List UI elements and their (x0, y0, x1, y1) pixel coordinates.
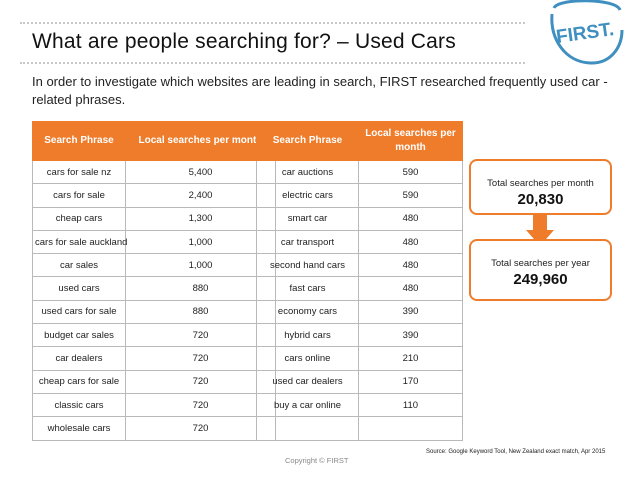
phrase-cell: classic cars (32, 392, 126, 418)
down-arrow-icon (526, 214, 554, 246)
count-cell: 480 (358, 229, 463, 255)
total-month-value: 20,830 (517, 191, 564, 208)
table-row: car auctions 590 (256, 159, 463, 185)
top-dotted-rule (20, 22, 525, 24)
table-row: car transport 480 (256, 229, 463, 255)
phrase-cell: cheap cars for sale (32, 369, 126, 394)
count-cell: 880 (125, 276, 276, 301)
phrase-cell: second hand cars (256, 253, 359, 278)
count-cell: 480 (358, 206, 463, 231)
count-cell: 480 (358, 253, 463, 278)
phrase-cell: economy cars (256, 299, 359, 325)
phrase-cell: buy a car online (256, 392, 359, 418)
count-cell: 390 (358, 323, 463, 348)
table-row (256, 416, 463, 441)
table-row: used car dealers 170 (256, 369, 463, 394)
count-cell: 720 (125, 416, 276, 441)
table-row: wholesale cars 720 (32, 416, 276, 441)
first-logo: FIRST. (550, 0, 624, 65)
header-local-searches: Local searches per month (125, 121, 276, 161)
table-row: cars for sale auckland 1,000 (32, 229, 276, 255)
logo-text: FIRST. (555, 19, 615, 48)
total-year-value: 249,960 (513, 271, 568, 288)
phrase-cell: car transport (256, 229, 359, 255)
count-cell: 720 (125, 346, 276, 371)
count-cell: 1,000 (125, 229, 276, 255)
count-cell: 590 (358, 183, 463, 208)
phrase-cell: cars online (256, 346, 359, 371)
phrase-cell: used cars for sale (32, 299, 126, 325)
count-cell: 720 (125, 323, 276, 348)
count-cell: 1,300 (125, 206, 276, 231)
intro-text: In order to investigate which websites a… (32, 74, 608, 107)
count-cell: 590 (358, 159, 463, 185)
phrase-cell: electric cars (256, 183, 359, 208)
table-row: fast cars 480 (256, 276, 463, 301)
count-cell: 390 (358, 299, 463, 325)
count-cell: 1,000 (125, 253, 276, 278)
table-header-row: Search Phrase Local searches per month (256, 121, 463, 161)
total-year-box: Total searches per year 249,960 (469, 239, 612, 301)
total-month-label: Total searches per month (487, 178, 594, 189)
search-table-left: Search Phrase Local searches per month c… (32, 121, 276, 441)
phrase-cell: hybrid cars (256, 323, 359, 348)
table-row: classic cars 720 (32, 392, 276, 418)
phrase-cell: cheap cars (32, 206, 126, 231)
header-local-searches: Local searches per month (358, 121, 463, 161)
table-row: used cars 880 (32, 276, 276, 301)
table-row: cars online 210 (256, 346, 463, 371)
table-row: electric cars 590 (256, 183, 463, 208)
phrase-cell: used car dealers (256, 369, 359, 394)
table-row: cheap cars 1,300 (32, 206, 276, 231)
total-month-box: Total searches per month 20,830 (469, 159, 612, 215)
count-cell: 720 (125, 392, 276, 418)
table-row: budget car sales 720 (32, 323, 276, 348)
phrase-cell: fast cars (256, 276, 359, 301)
header-search-phrase: Search Phrase (256, 121, 359, 161)
page-title: What are people searching for? – Used Ca… (32, 30, 456, 53)
count-cell: 2,400 (125, 183, 276, 208)
count-cell: 210 (358, 346, 463, 371)
count-cell: 880 (125, 299, 276, 325)
bottom-dotted-rule (20, 62, 525, 64)
phrase-cell: car auctions (256, 159, 359, 185)
table-row: cars for sale 2,400 (32, 183, 276, 208)
phrase-cell: cars for sale nz (32, 159, 126, 185)
phrase-cell: budget car sales (32, 323, 126, 348)
table-row: cheap cars for sale 720 (32, 369, 276, 394)
count-cell (358, 416, 463, 441)
table-row: car sales 1,000 (32, 253, 276, 278)
table-row: cars for sale nz 5,400 (32, 159, 276, 185)
source-note: Source: Google Keyword Tool, New Zealand… (426, 449, 606, 455)
phrase-cell: wholesale cars (32, 416, 126, 441)
phrase-cell: cars for sale (32, 183, 126, 208)
total-year-label: Total searches per year (491, 258, 590, 269)
count-cell: 5,400 (125, 159, 276, 185)
search-table-right: Search Phrase Local searches per month c… (256, 121, 463, 441)
table-row: second hand cars 480 (256, 253, 463, 278)
phrase-cell: used cars (32, 276, 126, 301)
table-row: smart car 480 (256, 206, 463, 231)
phrase-cell: car sales (32, 253, 126, 278)
count-cell: 170 (358, 369, 463, 394)
table-header-row: Search Phrase Local searches per month (32, 121, 276, 161)
copyright-text: Copyright © FIRST (285, 456, 349, 465)
table-row: hybrid cars 390 (256, 323, 463, 348)
count-cell: 720 (125, 369, 276, 394)
phrase-cell: smart car (256, 206, 359, 231)
table-row: economy cars 390 (256, 299, 463, 325)
phrase-cell (256, 416, 359, 441)
header-search-phrase: Search Phrase (32, 121, 126, 161)
count-cell: 480 (358, 276, 463, 301)
count-cell: 110 (358, 392, 463, 418)
table-row: buy a car online 110 (256, 392, 463, 418)
table-row: used cars for sale 880 (32, 299, 276, 325)
phrase-cell: car dealers (32, 346, 126, 371)
table-row: car dealers 720 (32, 346, 276, 371)
phrase-cell: cars for sale auckland (32, 229, 127, 255)
